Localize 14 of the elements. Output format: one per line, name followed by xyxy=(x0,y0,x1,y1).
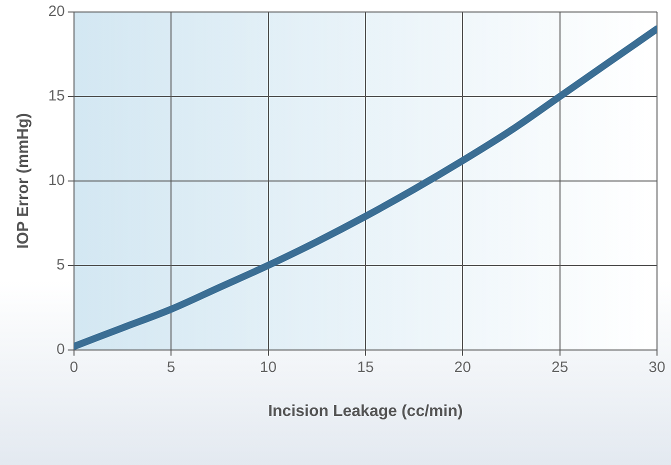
x-tick-label: 5 xyxy=(166,358,176,376)
x-tick-label: 10 xyxy=(260,358,277,376)
y-tick-label: 5 xyxy=(56,256,65,274)
y-tick-label: 10 xyxy=(48,172,65,190)
y-tick-label: 20 xyxy=(48,3,65,20)
x-tick-label: 20 xyxy=(454,358,471,376)
x-axis-title: Incision Leakage (cc/min) xyxy=(268,402,463,420)
y-tick-label: 15 xyxy=(48,88,65,105)
x-tick-label: 30 xyxy=(648,358,666,376)
y-axis-title: IOP Error (mmHg) xyxy=(15,113,32,249)
x-tick-label: 0 xyxy=(70,358,78,376)
x-tick-label: 25 xyxy=(551,358,568,376)
y-tick-label: 0 xyxy=(56,340,65,358)
x-tick-label: 15 xyxy=(357,358,374,376)
